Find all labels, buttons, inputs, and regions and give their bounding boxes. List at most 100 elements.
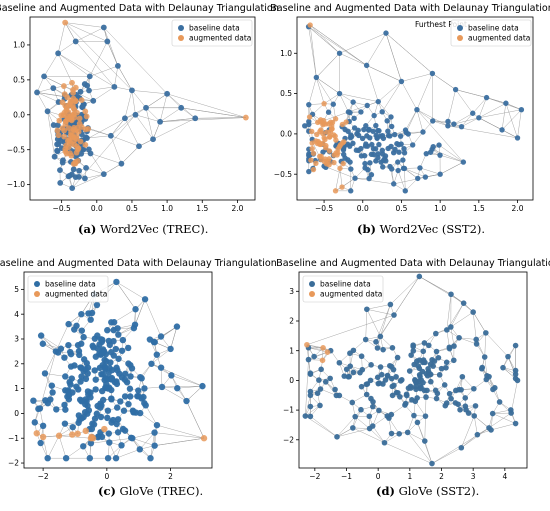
baseline-point: [397, 378, 404, 384]
augmented-point: [339, 184, 345, 190]
mesh-edge: [416, 109, 464, 163]
baseline-point: [361, 126, 367, 133]
baseline-point: [77, 378, 84, 385]
data-points: [302, 22, 525, 194]
mesh-edge: [440, 161, 464, 175]
baseline-point: [368, 171, 375, 178]
mesh-edge: [161, 386, 187, 402]
mesh-edge: [115, 449, 140, 459]
legend-label: baseline data: [468, 24, 519, 33]
mesh-edge: [461, 117, 479, 127]
mesh-edge: [177, 385, 203, 389]
mesh-edge: [405, 109, 418, 131]
baseline-point: [388, 430, 395, 437]
mesh-edge: [135, 114, 161, 123]
legend-marker-augmented: [34, 291, 40, 297]
baseline-point: [442, 402, 449, 409]
augmented-point: [321, 135, 327, 141]
baseline-point: [350, 369, 357, 376]
mesh-edge: [316, 77, 340, 94]
baseline-point: [427, 361, 434, 368]
baseline-point: [463, 406, 469, 413]
baseline-point: [104, 414, 111, 422]
mesh-edge: [336, 416, 356, 437]
mesh-edge: [145, 93, 168, 109]
mesh-edge: [57, 41, 76, 54]
augmented-point: [322, 156, 328, 162]
mesh-edge: [110, 135, 140, 147]
mesh-edge: [89, 65, 118, 77]
baseline-point: [422, 413, 429, 419]
baseline-point: [91, 335, 99, 342]
mesh-edge: [57, 22, 66, 54]
baseline-point: [306, 118, 312, 125]
baseline-point: [332, 386, 338, 393]
baseline-point: [358, 353, 365, 360]
x-tick-label: 0.5: [395, 204, 407, 213]
baseline-point: [65, 320, 72, 328]
mesh-edge: [425, 397, 427, 417]
baseline-point: [71, 362, 78, 369]
mesh-edge: [401, 81, 418, 110]
mesh-edge: [492, 413, 516, 424]
mesh-edge: [132, 432, 155, 439]
baseline-point: [490, 386, 496, 393]
mesh-edge: [140, 412, 158, 426]
augmented-point: [83, 113, 90, 120]
baseline-point: [451, 343, 457, 349]
x-tick-label: 3: [471, 472, 476, 481]
augmented-point: [71, 124, 77, 131]
scatter-chart-a: Baseline and Augmented Data with Delauna…: [0, 3, 279, 213]
baseline-point: [395, 389, 401, 396]
augmented-point: [314, 131, 320, 138]
mesh-edge: [501, 129, 518, 139]
baseline-point: [80, 333, 87, 341]
mesh-edge: [90, 153, 122, 164]
y-tick-label: 0.5: [13, 75, 25, 84]
augmented-point: [69, 431, 76, 438]
baseline-point: [347, 350, 353, 357]
baseline-point: [415, 175, 421, 182]
mesh-edge: [310, 416, 338, 438]
baseline-point: [416, 273, 423, 280]
baseline-point: [31, 419, 38, 426]
mesh-edge: [64, 22, 133, 91]
mesh-edge: [305, 359, 309, 417]
mesh-edge: [154, 432, 205, 439]
mesh-edge: [41, 335, 62, 349]
baseline-point: [316, 377, 322, 383]
baseline-point: [336, 359, 343, 366]
baseline-point: [421, 438, 428, 444]
baseline-point: [380, 164, 386, 170]
augmented-point: [55, 132, 62, 139]
baseline-point: [414, 395, 420, 401]
mesh-edge: [135, 114, 154, 140]
baseline-point: [421, 359, 427, 365]
baseline-point: [500, 364, 506, 371]
baseline-point: [348, 166, 354, 172]
baseline-point: [391, 181, 397, 187]
mesh-edge: [116, 281, 136, 310]
baseline-point: [438, 365, 445, 372]
augmented-point: [310, 150, 317, 157]
mesh-edge: [44, 373, 53, 393]
y-tick-label: −1.0: [7, 180, 25, 189]
baseline-point: [448, 324, 454, 330]
baseline-point: [137, 373, 144, 381]
mesh-edge: [390, 276, 420, 305]
mesh-edge: [160, 367, 163, 387]
baseline-point: [78, 398, 85, 405]
baseline-point: [140, 393, 147, 401]
mesh-edge: [65, 22, 108, 42]
baseline-point: [36, 405, 44, 412]
mesh-edge: [107, 41, 119, 66]
baseline-point: [358, 109, 364, 115]
mesh-edge: [419, 276, 452, 295]
y-tick-label: 0.0: [13, 110, 25, 119]
baseline-point: [336, 90, 343, 97]
baseline-point: [387, 301, 394, 308]
baseline-point: [371, 112, 377, 119]
baseline-point: [55, 50, 62, 57]
baseline-point: [388, 375, 395, 382]
